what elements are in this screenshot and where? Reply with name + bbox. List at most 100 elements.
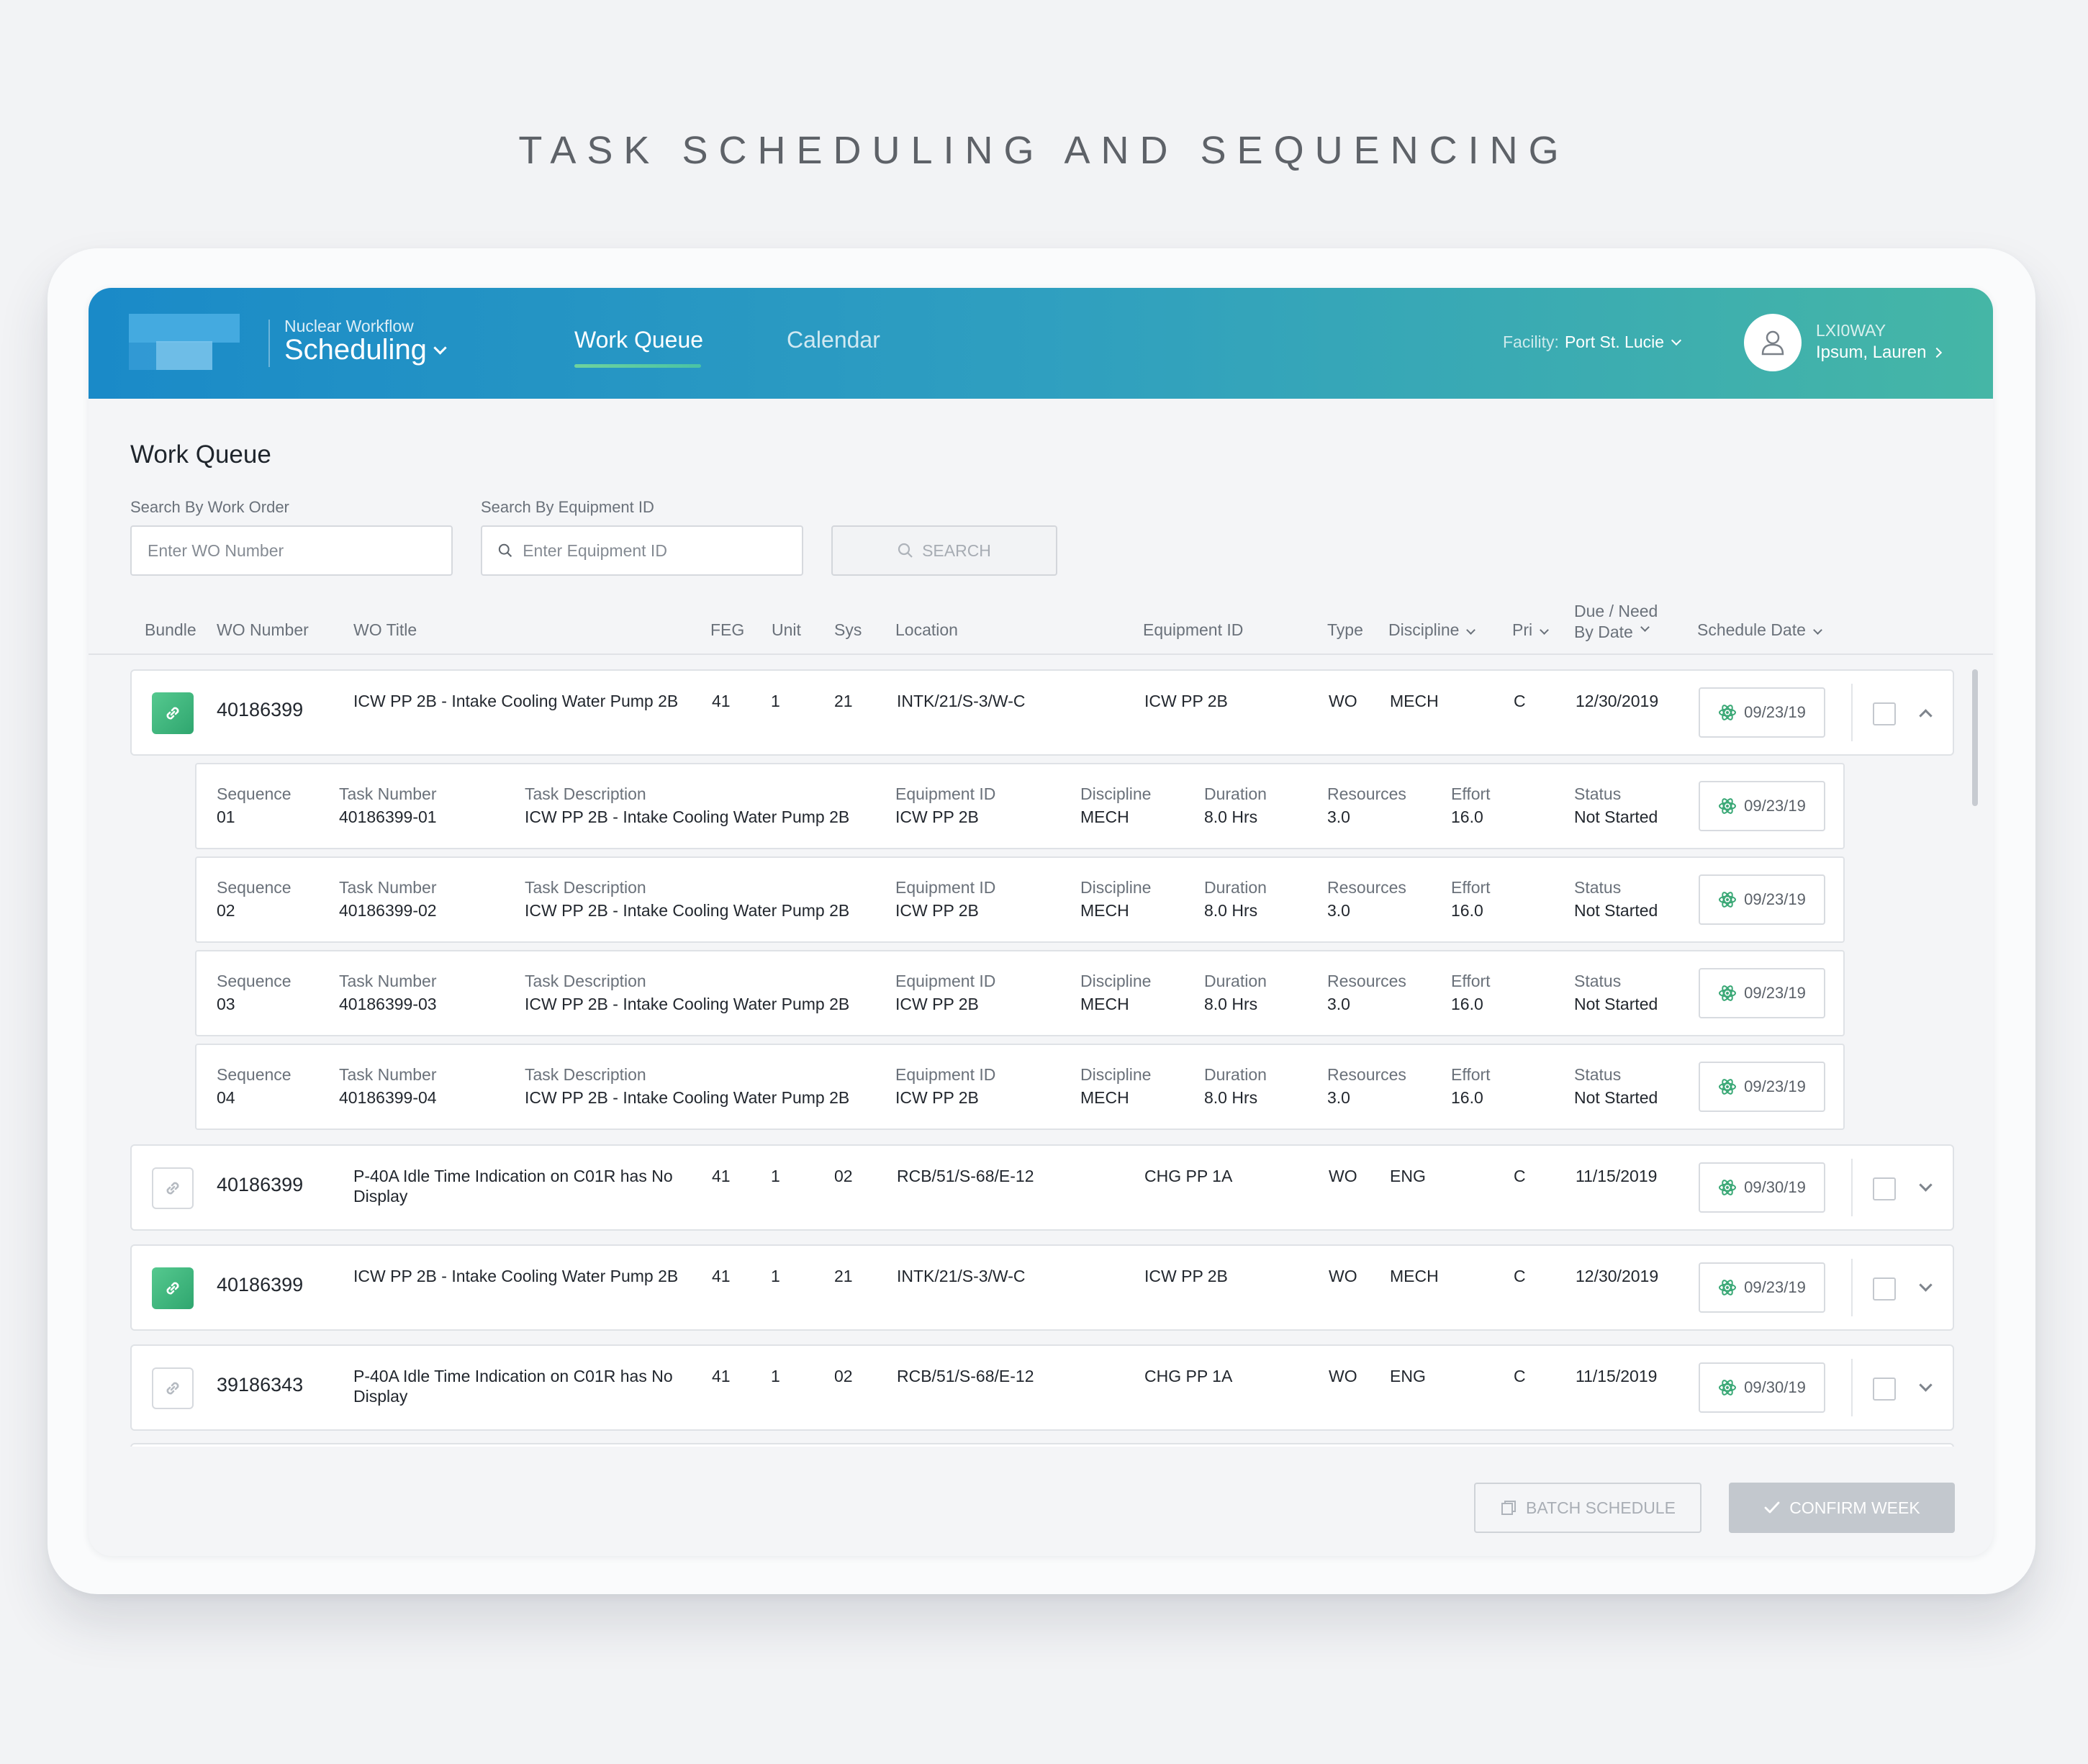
work-order-row[interactable]: 40186399 ICW PP 2B - Intake Cooling Wate…: [130, 1244, 1954, 1331]
task-number-value: 40186399-04: [339, 1088, 437, 1107]
header-divider: [89, 653, 1993, 655]
equipment-value: ICW PP 2B: [1144, 1267, 1228, 1285]
wo-number: 40186399: [217, 1274, 304, 1295]
wo-title: ICW PP 2B - Intake Cooling Water Pump 2B: [353, 692, 679, 710]
task-number-label: Task Number: [339, 784, 437, 803]
wo-search-input[interactable]: [148, 540, 451, 561]
schedule-date-button[interactable]: 09/23/19: [1699, 874, 1825, 925]
duration-value: 8.0 Hrs: [1204, 1088, 1258, 1107]
schedule-date-value: 09/23/19: [1744, 797, 1806, 815]
col-sys: Sys: [834, 620, 862, 639]
task-row[interactable]: Sequence 01 Task Number 40186399-01 Task…: [195, 763, 1845, 849]
schedule-date-button[interactable]: 09/30/19: [1699, 1162, 1825, 1213]
discipline-value: ENG: [1390, 1167, 1426, 1185]
work-order-row[interactable]: 40186399 ICW PP 2B - Intake Cooling Wate…: [130, 669, 1954, 756]
bundle-toggle[interactable]: [152, 692, 194, 734]
chevron-down-icon: [1640, 623, 1650, 632]
collapse-button[interactable]: [1911, 698, 1940, 727]
bundle-toggle[interactable]: [152, 1267, 194, 1309]
task-discipline-label: Discipline: [1080, 1065, 1152, 1084]
col-equipment-id: Equipment ID: [1143, 620, 1244, 639]
schedule-date-value: 09/23/19: [1744, 1278, 1806, 1296]
status-label: Status: [1574, 972, 1622, 990]
duration-label: Duration: [1204, 972, 1267, 990]
row-checkbox[interactable]: [1873, 1378, 1896, 1401]
sequence-label: Sequence: [217, 784, 291, 803]
expand-button[interactable]: [1911, 1373, 1940, 1402]
schedule-atom-icon: [1719, 1280, 1737, 1295]
col-schedule-date-sort[interactable]: Schedule Date: [1697, 620, 1822, 640]
row-divider: [1851, 684, 1853, 741]
app-switcher[interactable]: Scheduling: [284, 334, 447, 366]
duration-value: 8.0 Hrs: [1204, 995, 1258, 1013]
user-menu[interactable]: Ipsum, Lauren: [1816, 343, 1943, 363]
link-icon: [166, 707, 179, 720]
chevron-down-icon: [1918, 1277, 1933, 1292]
schedule-date-button[interactable]: 09/23/19: [1699, 1062, 1825, 1112]
row-checkbox[interactable]: [1873, 1277, 1896, 1301]
resources-label: Resources: [1327, 784, 1406, 803]
row-divider: [1851, 1259, 1853, 1316]
schedule-date-value: 09/23/19: [1744, 890, 1806, 908]
work-order-row[interactable]: 40186399 P-40A Idle Time Indication on C…: [130, 1144, 1954, 1231]
batch-schedule-button[interactable]: BATCH SCHEDULE: [1474, 1483, 1701, 1533]
due-date-value: 12/30/2019: [1576, 1267, 1659, 1285]
task-row[interactable]: Sequence 02 Task Number 40186399-02 Task…: [195, 856, 1845, 943]
schedule-atom-icon: [1719, 705, 1737, 720]
app-title: Scheduling: [284, 334, 427, 366]
facility-selector[interactable]: Facility: Port St. Lucie: [1503, 333, 1682, 352]
schedule-date-button[interactable]: 09/23/19: [1699, 968, 1825, 1018]
unit-value: 1: [771, 1167, 780, 1185]
avatar[interactable]: [1744, 314, 1802, 371]
task-row[interactable]: Sequence 04 Task Number 40186399-04 Task…: [195, 1044, 1845, 1130]
schedule-date-button[interactable]: 09/23/19: [1699, 1262, 1825, 1313]
col-pri-sort[interactable]: Pri: [1512, 620, 1549, 640]
expand-button[interactable]: [1911, 1173, 1940, 1202]
tab-calendar[interactable]: Calendar: [787, 327, 880, 353]
sequence-value: 01: [217, 808, 235, 826]
expand-button[interactable]: [1911, 1273, 1940, 1302]
scrollbar-thumb[interactable]: [1972, 669, 1978, 806]
schedule-date-button[interactable]: 09/23/19: [1699, 781, 1825, 831]
confirm-week-button[interactable]: CONFIRM WEEK: [1729, 1483, 1955, 1533]
pri-value: C: [1514, 1367, 1526, 1385]
col-due-line2: By Date: [1574, 623, 1633, 641]
schedule-atom-icon: [1719, 1180, 1737, 1195]
company-logo: [129, 314, 240, 371]
link-icon: [166, 1382, 179, 1395]
search-button[interactable]: SEARCH: [831, 525, 1057, 576]
row-divider: [1851, 1359, 1853, 1416]
duration-value: 8.0 Hrs: [1204, 901, 1258, 920]
col-due-date-sort[interactable]: Due / Need By Date: [1574, 602, 1658, 642]
tab-work-queue[interactable]: Work Queue: [574, 327, 704, 353]
col-feg: FEG: [710, 620, 745, 639]
feg-value: 41: [712, 1367, 731, 1385]
sequence-label: Sequence: [217, 878, 291, 897]
row-checkbox[interactable]: [1873, 1177, 1896, 1200]
bundle-toggle[interactable]: [152, 1167, 194, 1209]
row-checkbox[interactable]: [1873, 702, 1896, 725]
schedule-date-value: 09/30/19: [1744, 1378, 1806, 1396]
app-window: Nuclear Workflow Scheduling Work Queue C…: [89, 288, 1993, 1556]
equipment-search-input[interactable]: [523, 540, 802, 561]
work-order-row[interactable]: 39186343 P-40A Idle Time Indication on C…: [130, 1344, 1954, 1431]
task-description-value: ICW PP 2B - Intake Cooling Water Pump 2B: [525, 901, 850, 920]
feg-value: 41: [712, 692, 731, 710]
col-discipline-sort[interactable]: Discipline: [1388, 620, 1476, 640]
schedule-date-button[interactable]: 09/23/19: [1699, 687, 1825, 738]
wo-search-field[interactable]: [130, 525, 453, 576]
equipment-search-field[interactable]: [481, 525, 803, 576]
resources-value: 3.0: [1327, 1088, 1350, 1107]
sys-value: 02: [834, 1167, 853, 1185]
type-value: WO: [1329, 1367, 1357, 1385]
col-due-line1: Due / Need: [1574, 602, 1658, 620]
task-row[interactable]: Sequence 03 Task Number 40186399-03 Task…: [195, 950, 1845, 1036]
schedule-atom-icon: [1719, 985, 1737, 1001]
facility-label: Facility:: [1503, 333, 1559, 351]
bundle-toggle[interactable]: [152, 1367, 194, 1409]
sys-value: 02: [834, 1367, 853, 1385]
status-value: Not Started: [1574, 1088, 1658, 1107]
resources-value: 3.0: [1327, 901, 1350, 920]
top-bar: Nuclear Workflow Scheduling Work Queue C…: [89, 288, 1993, 399]
schedule-date-button[interactable]: 09/30/19: [1699, 1362, 1825, 1413]
